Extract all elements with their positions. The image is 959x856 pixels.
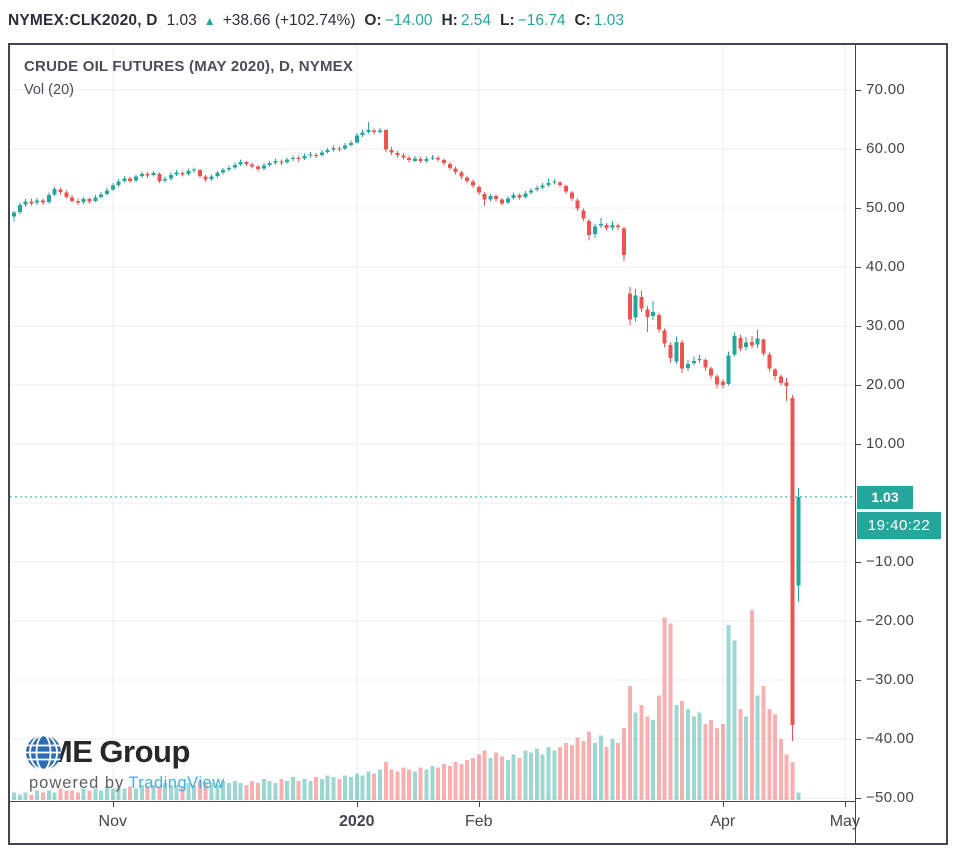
chart-pane[interactable]: CRUDE OIL FUTURES (MAY 2020), D, NYMEX V… — [10, 45, 855, 801]
x-axis-tick — [112, 802, 114, 807]
x-axis-tick — [356, 802, 358, 807]
y-axis-label: −10.00 — [866, 553, 915, 570]
price-change: +38.66 (+102.74%) — [222, 12, 356, 29]
y-axis-tick — [856, 326, 861, 327]
y-axis-tick — [856, 562, 861, 563]
tradingview-link[interactable]: TradingView — [128, 774, 225, 792]
y-axis-label: 60.00 — [866, 140, 906, 157]
y-axis-label: −50.00 — [866, 789, 915, 806]
x-axis-label: Feb — [465, 813, 493, 830]
y-axis-tick — [856, 385, 861, 386]
close-value: C: 1.03 — [574, 12, 625, 29]
volume-layer — [12, 610, 801, 800]
x-axis-label: Apr — [710, 813, 736, 830]
grid-layer — [10, 45, 855, 801]
x-axis-tick — [844, 802, 846, 807]
price-axis[interactable]: 1.03 19:40:22 70.00 60.00 50.00 40.00 30.00 2… — [855, 45, 948, 843]
powered-by-line: powered by TradingView — [29, 774, 225, 792]
x-axis-label: 2020 — [338, 813, 375, 830]
y-axis-tick — [856, 90, 861, 91]
candles-layer — [12, 121, 801, 741]
y-axis-label: 20.00 — [866, 376, 906, 393]
chart-legend: CRUDE OIL FUTURES (MAY 2020), D, NYMEX V… — [24, 58, 353, 98]
y-axis-label: 50.00 — [866, 199, 906, 216]
y-axis-label: 40.00 — [866, 258, 906, 275]
volume-indicator-label[interactable]: Vol (20) — [24, 82, 74, 98]
last-price: 1.03 — [166, 12, 197, 29]
chart-title[interactable]: CRUDE OIL FUTURES (MAY 2020), D, NYMEX — [24, 58, 354, 75]
y-axis-tick — [856, 149, 861, 150]
y-axis-label: 70.00 — [866, 81, 906, 98]
bar-countdown-label: 19:40:22 — [857, 511, 941, 539]
chart-widget: CRUDE OIL FUTURES (MAY 2020), D, NYMEX V… — [8, 43, 948, 845]
y-axis-label: −30.00 — [866, 671, 915, 688]
price-up-arrow-icon: ▲ — [203, 14, 216, 28]
y-axis-tick — [856, 208, 861, 209]
price-chart-canvas[interactable] — [10, 45, 855, 801]
y-axis-tick — [856, 739, 861, 740]
y-axis-tick — [856, 267, 861, 268]
y-axis-label: 30.00 — [866, 317, 906, 334]
current-price-label: 1.03 — [857, 485, 913, 509]
y-axis-label: −40.00 — [866, 730, 915, 747]
high-value: H: 2.54 — [441, 12, 491, 29]
cme-globe-icon — [26, 734, 61, 771]
x-axis-tick — [722, 802, 724, 807]
x-axis-tick — [478, 802, 480, 807]
low-value: L: −16.74 — [500, 12, 566, 29]
y-axis-tick — [856, 680, 861, 681]
time-axis[interactable]: Nov 2020 Feb Apr May — [10, 801, 860, 843]
y-axis-tick — [856, 444, 861, 445]
symbol-name[interactable]: NYMEX:CLK2020, D — [8, 12, 158, 29]
quote-header: NYMEX:CLK2020, D 1.03 ▲ +38.66 (+102.74%… — [8, 0, 624, 42]
y-axis-label: −20.00 — [866, 612, 915, 629]
y-axis-tick — [856, 621, 861, 622]
y-axis-tick — [856, 798, 861, 799]
x-axis-label: Nov — [98, 813, 127, 830]
x-axis-label: May — [829, 813, 860, 830]
open-value: O: −14.00 — [364, 12, 433, 29]
y-axis-label: 10.00 — [866, 435, 906, 452]
